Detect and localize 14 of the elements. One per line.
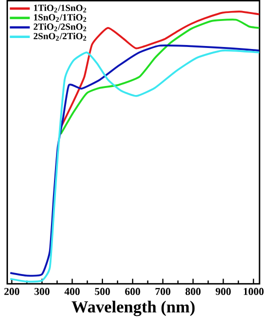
x-tick-label: 500 <box>95 288 110 296</box>
legend-label: 2SnO$_{2}$/2TiO$_{2}$ <box>34 32 86 41</box>
x-tick-label: 400 <box>64 288 80 296</box>
x-tick-label: 300 <box>34 288 50 296</box>
x-tick-label: 800 <box>186 288 201 296</box>
legend-label: 1TiO$_{2}$/1SnO$_{2}$ <box>34 4 86 12</box>
x-tick-label: 600 <box>125 288 140 296</box>
legend-label: 1SnO$_{2}$/1TiO$_{2}$ <box>34 14 86 22</box>
x-tick-label: 700 <box>156 288 170 296</box>
legend-label: 2TiO$_{2}$/2SnO$_{2}$ <box>34 23 86 32</box>
x-tick-label: 900 <box>216 288 231 296</box>
x-tick-label: 200 <box>4 288 20 296</box>
x-axis-title: Wavelength (nm) <box>72 300 195 316</box>
x-tick-label: 1000 <box>244 288 264 296</box>
